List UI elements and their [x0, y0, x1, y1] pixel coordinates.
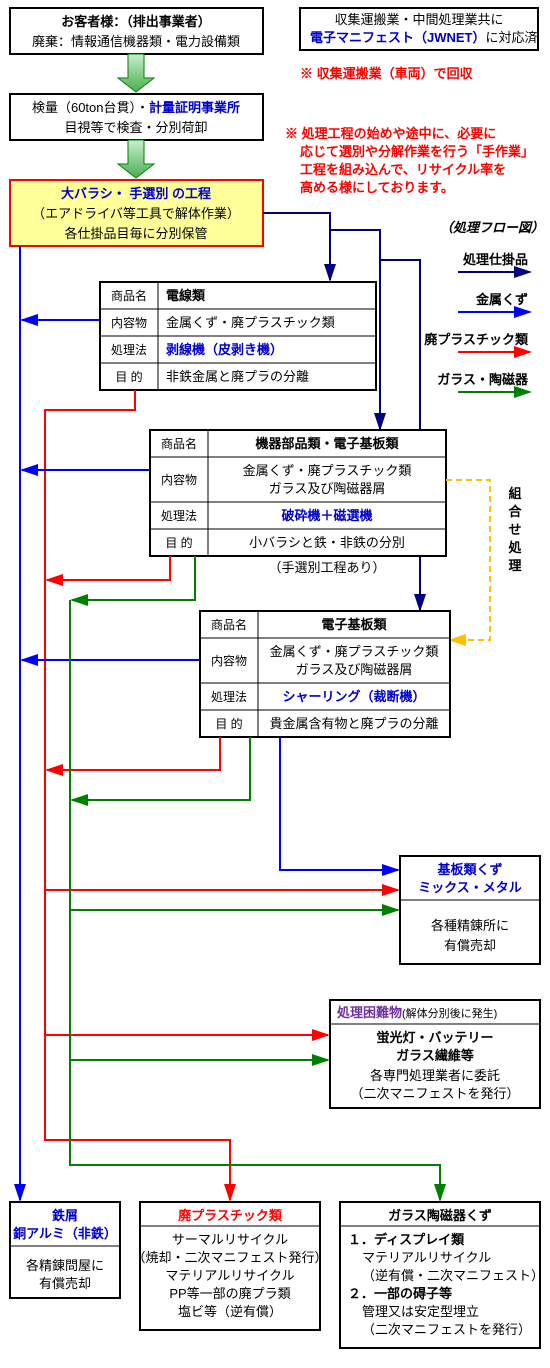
- svg-text:電線類: 電線類: [166, 288, 206, 303]
- svg-text:金属くず・廃プラスチック類: 金属くず・廃プラスチック類: [166, 315, 335, 330]
- svg-text:内容物: 内容物: [211, 653, 247, 668]
- flow-title: （処理フロー図）: [440, 220, 544, 235]
- svg-text:（手選別工程あり）: （手選別工程あり）: [268, 560, 385, 575]
- svg-text:基板類くず: 基板類くず: [436, 862, 502, 877]
- svg-text:各精錬問屋に: 各精錬問屋に: [26, 1258, 104, 1273]
- disassembly-l1: 大バラシ・ 手選別 の工程: [61, 186, 211, 201]
- svg-text:貴金属含有物と廃プラの分離: 貴金属含有物と廃プラの分離: [269, 716, 438, 731]
- process-note-l2: 応じて選別や分解作業を行う「手作業」: [300, 144, 534, 159]
- svg-text:理: 理: [508, 558, 521, 573]
- down-arrow-2: [118, 140, 154, 178]
- svg-text:ガラス及び陶磁器屑: ガラス及び陶磁器屑: [269, 481, 386, 496]
- table-1: 商品名 内容物 処理法 目 的 電線類 金属くず・廃プラスチック類 剥線機（皮剥…: [100, 282, 376, 390]
- svg-text:各種精錬所に: 各種精錬所に: [431, 918, 509, 933]
- svg-text:商品名: 商品名: [211, 617, 247, 632]
- svg-text:ガラス及び陶磁器屑: ガラス及び陶磁器屑: [296, 662, 413, 677]
- svg-text:シャーリング（裁断機）: シャーリング（裁断機）: [282, 689, 425, 704]
- svg-text:商品名: 商品名: [161, 436, 197, 451]
- down-arrow-1: [118, 54, 154, 92]
- svg-text:処理法: 処理法: [161, 509, 197, 523]
- svg-text:金属くず・廃プラスチック類: 金属くず・廃プラスチック類: [270, 644, 439, 659]
- manifest-l2b: に対応済: [486, 30, 538, 45]
- svg-text:商品名: 商品名: [111, 288, 147, 303]
- red-t2: [47, 556, 170, 580]
- svg-text:電子基板類: 電子基板類: [321, 617, 387, 632]
- weighing-l1b: 計量証明事業所: [149, 100, 240, 115]
- svg-text:（二次マニフェストを発行）: （二次マニフェストを発行）: [350, 1086, 519, 1101]
- svg-text:有償売却: 有償売却: [39, 1276, 91, 1291]
- svg-text:（逆有償・二次マニフェスト）: （逆有償・二次マニフェスト）: [362, 1268, 544, 1283]
- svg-text:管理又は安定型埋立: 管理又は安定型埋立: [362, 1304, 479, 1319]
- svg-text:目 的: 目 的: [115, 369, 142, 384]
- svg-text:マテリアルリサイクル: マテリアルリサイクル: [362, 1250, 491, 1265]
- svg-text:（二次マニフェストを発行）: （二次マニフェストを発行）: [362, 1322, 531, 1337]
- legend-2: 廃プラスチック類: [423, 332, 529, 347]
- red-t3: [47, 737, 220, 770]
- svg-text:銅アルミ（非鉄）: 銅アルミ（非鉄）: [13, 1226, 117, 1241]
- svg-text:鉄屑: 鉄屑: [52, 1208, 78, 1223]
- svg-text:組: 組: [508, 486, 521, 501]
- legend-3: ガラス・陶磁器: [437, 372, 529, 387]
- legend: 処理仕掛品 金属くず 廃プラスチック類 ガラス・陶磁器: [423, 252, 530, 392]
- weighing-l1a: 検量（60ton台貫）・: [32, 100, 149, 115]
- svg-text:PP等一部の廃プラ類: PP等一部の廃プラ類: [169, 1286, 290, 1301]
- svg-text:処理困難物(解体分別後に発生): 処理困難物(解体分別後に発生): [336, 1005, 497, 1020]
- weighing-l2: 目視等で検査・分別荷卸: [64, 120, 207, 135]
- red-board: [45, 800, 398, 890]
- svg-text:２．一部の碍子等: ２．一部の碍子等: [348, 1286, 452, 1301]
- svg-text:各専門処理業者に委託: 各専門処理業者に委託: [370, 1068, 500, 1083]
- red-diff: [45, 890, 328, 1035]
- svg-text:目 的: 目 的: [215, 716, 242, 731]
- svg-text:金属くず・廃プラスチック類: 金属くず・廃プラスチック類: [243, 463, 412, 478]
- process-note-l1: ※ 処理工程の始めや途中に、必要に: [285, 126, 496, 141]
- blue-board: [280, 737, 398, 870]
- svg-text:せ: せ: [508, 522, 521, 537]
- svg-text:塩ビ等（逆有償）: 塩ビ等（逆有償）: [178, 1304, 282, 1319]
- svg-text:検量（60ton台貫）・計量証明事業所: 検量（60ton台貫）・計量証明事業所: [32, 100, 240, 115]
- svg-text:サーマルリサイクル: サーマルリサイクル: [172, 1232, 288, 1247]
- svg-text:非鉄金属と廃プラの分離: 非鉄金属と廃プラの分離: [166, 369, 309, 384]
- svg-text:蛍光灯・バッテリー: 蛍光灯・バッテリー: [376, 1030, 493, 1045]
- svg-text:ミックス・メタル: ミックス・メタル: [418, 880, 522, 895]
- customer-sub: 廃棄：情報通信機器類・電力設備類: [32, 34, 240, 49]
- svg-text:ガラス陶磁器くず: ガラス陶磁器くず: [388, 1208, 492, 1223]
- collection-note: ※ 収集運搬業（車両）で回収: [300, 66, 474, 81]
- green-t3: [72, 737, 250, 800]
- legend-0: 処理仕掛品: [462, 252, 528, 267]
- svg-text:機器部品類・電子基板類: 機器部品類・電子基板類: [255, 436, 399, 451]
- svg-text:内容物: 内容物: [161, 472, 197, 487]
- svg-text:剥線機（皮剥き機）: 剥線機（皮剥き機）: [166, 342, 283, 357]
- legend-1: 金属くず: [475, 292, 528, 307]
- disassembly-l2: （エアドライバ等工具で解体作業）: [32, 206, 240, 221]
- svg-text:処: 処: [507, 540, 522, 555]
- table-2: 商品名 内容物 処理法 目 的 機器部品類・電子基板類 金属くず・廃プラスチック…: [150, 430, 446, 575]
- svg-text:マテリアルリサイクル: マテリアルリサイクル: [165, 1268, 294, 1283]
- green-diff: [70, 910, 328, 1060]
- flow-navy-1: [263, 213, 330, 280]
- flowchart-diagram: お客者様：（排出事業者） 廃棄：情報通信機器類・電力設備類 収集運搬業・中間処理…: [0, 0, 550, 1368]
- svg-text:廃プラスチック類: 廃プラスチック類: [177, 1208, 283, 1223]
- svg-text:有償売却: 有償売却: [444, 938, 496, 953]
- table-3: 商品名 内容物 処理法 目 的 電子基板類 金属くず・廃プラスチック類 ガラス及…: [200, 611, 450, 737]
- svg-text:目 的: 目 的: [165, 535, 192, 550]
- process-note-l4: 高める様にしております。: [300, 180, 454, 195]
- svg-text:小バラシと鉄・非鉄の分別: 小バラシと鉄・非鉄の分別: [249, 535, 405, 550]
- red-t1: [45, 390, 135, 800]
- svg-text:合: 合: [508, 504, 522, 519]
- disassembly-l3: 各仕掛品目毎に分別保管: [64, 226, 207, 241]
- svg-text:電子マニフェスト（JWNET）に対応済: 電子マニフェスト（JWNET）に対応済: [310, 30, 538, 45]
- combine-link: [446, 480, 490, 640]
- manifest-l1: 収集運搬業・中間処理業共に: [334, 12, 503, 27]
- svg-text:１．ディスプレイ類: １．ディスプレイ類: [348, 1232, 465, 1247]
- svg-text:破砕機＋磁選機: 破砕機＋磁選機: [281, 508, 372, 523]
- process-note-l3: 工程を組み込んで、リサイクル率を: [300, 162, 506, 177]
- svg-text:ガラス繊維等: ガラス繊維等: [396, 1048, 474, 1063]
- svg-text:（焼却・二次マニフェスト発行）: （焼却・二次マニフェスト発行）: [132, 1250, 327, 1265]
- green-t2: [72, 556, 195, 600]
- svg-text:処理法: 処理法: [111, 343, 147, 357]
- manifest-l2: 電子マニフェスト（JWNET）: [310, 30, 486, 45]
- svg-text:内容物: 内容物: [111, 315, 147, 330]
- customer-title: お客者様：（排出事業者）: [61, 14, 211, 29]
- svg-text:処理法: 処理法: [211, 690, 247, 704]
